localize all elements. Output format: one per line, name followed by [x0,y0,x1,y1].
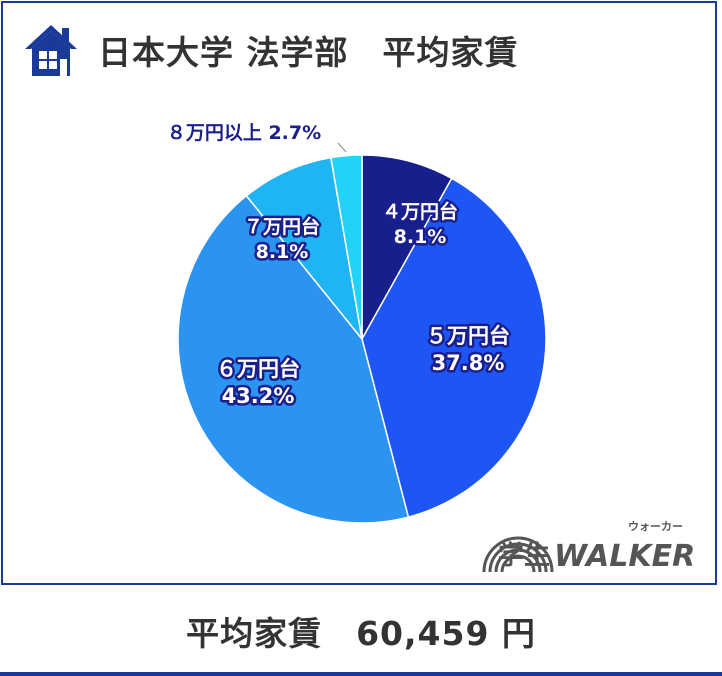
header: 日本大学 法学部 平均家賃 [22,18,519,82]
pie-slice [177,194,410,524]
pie-slice [330,154,363,340]
bottom-border [0,672,722,676]
slice-label: ５万円台 37.8% [426,324,510,375]
slice-label: ８万円以上 2.7% [167,122,321,144]
pie-slice [245,156,364,342]
pie-chart: ４万円台 8.1% ５万円台 37.8% ６万円台 43.2% ７万円台 8.1% ８万円以上 … [167,122,547,524]
svg-text:学生: 学生 [498,540,550,571]
pie-slice [361,177,547,518]
gakusei-walker-logo: 学生 WALKER ウォーカー [482,520,695,574]
slice-label: ７万円台 8.1% [244,215,320,263]
house-icon [25,25,77,76]
pie-slice [361,154,453,342]
average-rent: 平均家賃 60,459 円 [186,614,536,653]
slice-label: ４万円台 8.1% [382,200,458,248]
svg-text:ウォーカー: ウォーカー [628,520,683,533]
chart-title: 日本大学 法学部 平均家賃 [98,33,519,72]
svg-text:WALKER: WALKER [554,539,695,574]
slice-label: ６万円台 43.2% [216,357,300,408]
leader-line [337,142,347,153]
